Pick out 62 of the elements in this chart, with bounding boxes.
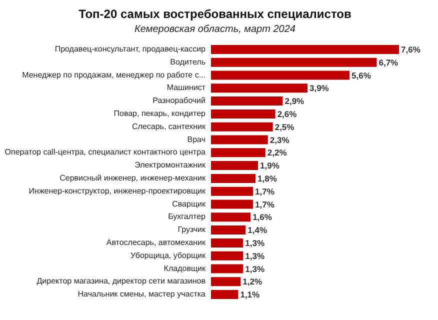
y-tick-label: Автослесарь, автомеханик	[106, 238, 206, 247]
bar	[211, 200, 254, 209]
bar	[211, 277, 241, 286]
data-label: 1,9%	[260, 160, 280, 171]
data-label: 1,1%	[240, 290, 260, 300]
data-label: 1,6%	[252, 212, 272, 222]
data-label: 2,5%	[274, 122, 295, 132]
y-tick-label: Врач	[187, 134, 206, 144]
y-tick-label: Начальник смены, мастер участка	[78, 290, 206, 299]
y-tick-label: Сервисный инженер, инженер-механик	[60, 173, 206, 182]
y-tick-label: Уборщица, уборщик	[130, 250, 206, 260]
data-label: 2,9%	[284, 96, 305, 106]
chart-title: Топ-20 самых востребованных специалистов	[78, 7, 352, 21]
y-tick-label: Инженер-конструктор, инженер-проектировщик	[28, 186, 206, 196]
data-label: 1,4%	[248, 225, 268, 236]
data-label: 7,6%	[401, 44, 421, 54]
y-tick-label: Директор магазина, директор сети магазинов	[36, 276, 206, 286]
bar	[211, 84, 308, 93]
data-label: 1,3%	[245, 238, 265, 248]
data-label: 3,9%	[309, 83, 330, 94]
y-tick-label: Разнорабочий	[152, 96, 206, 106]
bar	[211, 135, 268, 144]
y-tick-label: Повар, пекарь, кондитер	[114, 108, 206, 118]
y-tick-label: Сварщик	[172, 199, 206, 208]
y-tick-label: Машинист	[166, 83, 206, 92]
bar	[211, 186, 254, 196]
bar	[211, 226, 246, 235]
data-label: 2,2%	[267, 148, 288, 158]
bar	[211, 238, 244, 248]
bar	[211, 122, 273, 132]
bar	[211, 70, 350, 80]
bar	[211, 44, 399, 54]
y-tick-label: Водитель	[170, 57, 206, 66]
y-tick-label: Бухгалтер	[168, 212, 206, 222]
data-label: 1,8%	[258, 173, 278, 184]
data-label: 5,6%	[352, 70, 372, 80]
y-tick-label: Оператор call-центра, специалист контактного центра	[4, 148, 206, 157]
chart-subtitle: Кемеровская область, март 2024	[134, 24, 296, 35]
data-label: 2,3%	[270, 134, 290, 145]
y-tick-label: Кладовщик	[164, 264, 206, 273]
data-label: 1,3%	[245, 250, 265, 261]
data-label: 1,3%	[245, 264, 265, 274]
bar	[211, 96, 283, 106]
y-tick-label: Грузчик	[178, 225, 206, 234]
bar	[211, 290, 238, 300]
bar	[211, 58, 377, 67]
data-label: 1,7%	[255, 199, 275, 210]
y-tick-label: Менеджер по продажам, менеджер по работе с...	[22, 70, 206, 80]
bar	[211, 264, 244, 274]
y-tick-label: Слесарь, сантехник	[132, 122, 206, 131]
data-label: 6,7%	[378, 57, 399, 68]
bar	[211, 174, 256, 183]
data-label: 1,7%	[255, 186, 275, 196]
bar	[211, 148, 266, 158]
bar	[211, 109, 276, 118]
y-tick-label: Продавец-консультант, продавец-кассир	[54, 44, 206, 54]
bar	[211, 212, 251, 222]
y-tick-label: Электромонтажник	[134, 160, 206, 170]
bar	[211, 161, 258, 170]
bar	[211, 251, 244, 260]
data-label: 1,2%	[242, 276, 262, 287]
data-label: 2,6%	[277, 108, 298, 119]
